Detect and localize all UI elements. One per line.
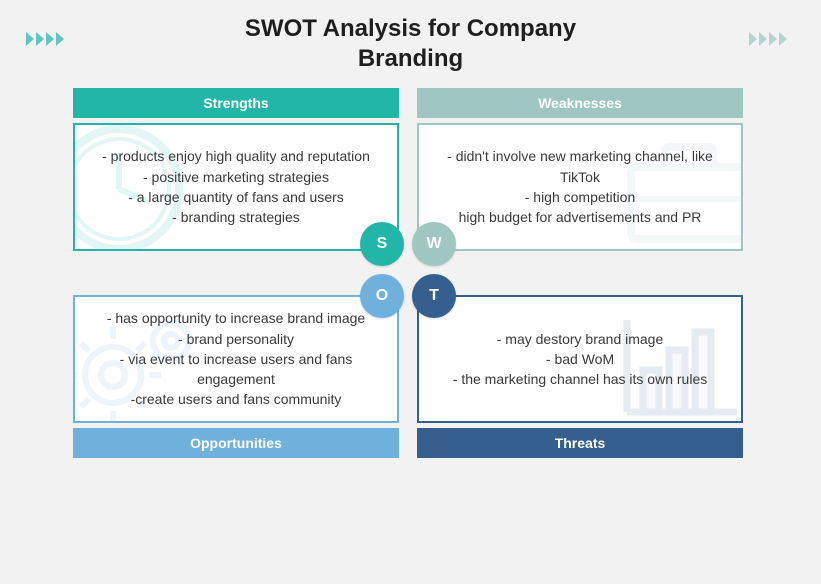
threats-content: - may destory brand image- bad WoM- the … bbox=[417, 295, 743, 423]
circle-s: S bbox=[360, 222, 404, 266]
quadrant-weaknesses: Weaknesses - didn't involve new marketin… bbox=[417, 88, 743, 251]
opportunities-content: - has opportunity to increase brand imag… bbox=[73, 295, 399, 423]
weaknesses-items: - didn't involve new marketing channel, … bbox=[437, 146, 723, 227]
page-title: SWOT Analysis for Company Branding bbox=[0, 14, 821, 74]
circle-w: W bbox=[412, 222, 456, 266]
strengths-content: - products enjoy high quality and reputa… bbox=[73, 123, 399, 251]
swot-diagram: SWOT Analysis for Company Branding Stren… bbox=[0, 0, 821, 584]
opportunities-footer: Opportunities bbox=[73, 428, 399, 458]
threats-footer: Threats bbox=[417, 428, 743, 458]
weaknesses-content: - didn't involve new marketing channel, … bbox=[417, 123, 743, 251]
strengths-header: Strengths bbox=[73, 88, 399, 118]
threats-items: - may destory brand image- bad WoM- the … bbox=[453, 329, 707, 390]
circle-t: T bbox=[412, 274, 456, 318]
quadrant-opportunities: - has opportunity to increase brand imag… bbox=[73, 295, 399, 458]
weaknesses-header: Weaknesses bbox=[417, 88, 743, 118]
strengths-items: - products enjoy high quality and reputa… bbox=[102, 146, 370, 227]
quadrant-threats: - may destory brand image- bad WoM- the … bbox=[417, 295, 743, 458]
opportunities-items: - has opportunity to increase brand imag… bbox=[93, 308, 379, 409]
quadrant-strengths: Strengths - products enjoy high quality … bbox=[73, 88, 399, 251]
